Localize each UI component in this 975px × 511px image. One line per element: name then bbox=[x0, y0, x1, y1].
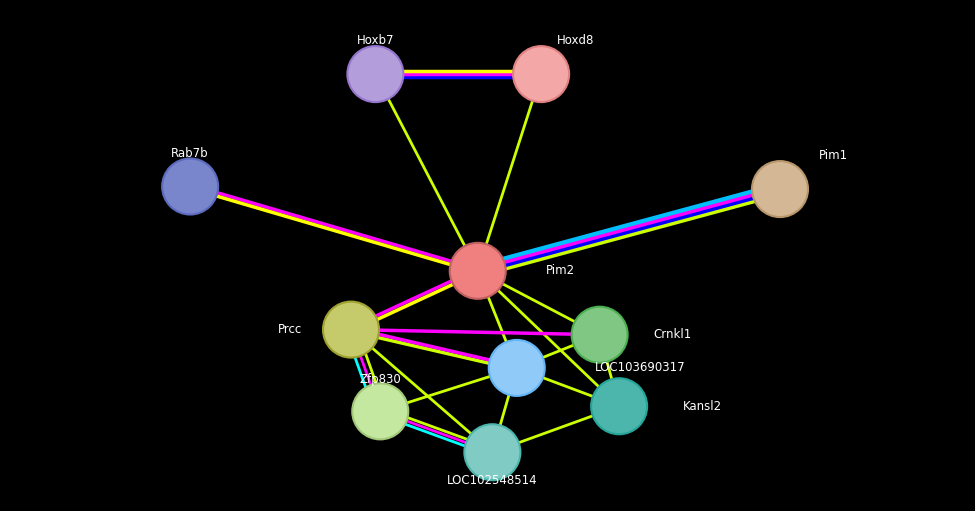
Text: Prcc: Prcc bbox=[278, 323, 302, 336]
Text: Crnkl1: Crnkl1 bbox=[653, 328, 691, 341]
Ellipse shape bbox=[464, 424, 521, 480]
Text: Kansl2: Kansl2 bbox=[682, 400, 722, 413]
Ellipse shape bbox=[449, 243, 506, 299]
Ellipse shape bbox=[513, 46, 569, 102]
Text: Hoxd8: Hoxd8 bbox=[557, 34, 594, 48]
Ellipse shape bbox=[571, 307, 628, 363]
Ellipse shape bbox=[347, 46, 404, 102]
Text: Pim1: Pim1 bbox=[819, 149, 848, 162]
Ellipse shape bbox=[162, 158, 218, 215]
Ellipse shape bbox=[591, 378, 647, 434]
Text: Zfp830: Zfp830 bbox=[360, 373, 401, 386]
Ellipse shape bbox=[488, 340, 545, 396]
Text: Pim2: Pim2 bbox=[546, 264, 575, 277]
Text: LOC103690317: LOC103690317 bbox=[595, 361, 685, 375]
Ellipse shape bbox=[352, 383, 409, 439]
Ellipse shape bbox=[752, 161, 808, 217]
Text: Rab7b: Rab7b bbox=[172, 147, 209, 160]
Text: Hoxb7: Hoxb7 bbox=[357, 34, 394, 48]
Ellipse shape bbox=[323, 301, 379, 358]
Text: LOC102548514: LOC102548514 bbox=[448, 474, 537, 487]
